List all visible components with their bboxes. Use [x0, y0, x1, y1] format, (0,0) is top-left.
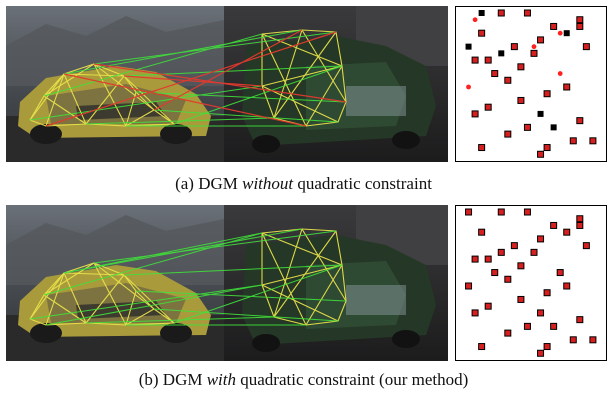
caption-b-suffix: quadratic constraint (our method)	[236, 370, 469, 389]
match-square	[491, 70, 499, 78]
match-square	[523, 322, 531, 330]
predicted-dot	[531, 44, 537, 50]
match-square	[478, 228, 486, 236]
match-square	[504, 76, 512, 84]
match-square	[517, 96, 525, 104]
match-square	[582, 242, 590, 250]
caption-b-prefix: (b) DGM	[138, 370, 207, 389]
match-square	[537, 349, 545, 357]
match-square	[465, 208, 473, 216]
ground-truth-square	[498, 50, 505, 57]
match-square	[497, 248, 505, 256]
match-square	[543, 144, 551, 152]
caption-a: (a) DGM without quadratic constraint	[0, 174, 607, 194]
match-square	[478, 144, 486, 152]
match-square	[530, 248, 538, 256]
caption-b-emphasis: with	[206, 370, 237, 389]
match-square	[543, 90, 551, 98]
match-square	[563, 83, 571, 91]
match-square	[550, 22, 558, 30]
match-square	[569, 137, 577, 145]
correspondence-matrix-b	[455, 205, 607, 361]
ground-truth-square	[478, 10, 485, 16]
match-square	[471, 309, 479, 317]
matrix-plot-a	[455, 6, 607, 162]
match-square	[556, 269, 564, 277]
match-square	[550, 322, 558, 330]
match-square	[523, 123, 531, 131]
match-square	[504, 329, 512, 337]
match-square	[589, 336, 597, 344]
match-square	[497, 208, 505, 216]
match-square	[471, 56, 479, 64]
match-square	[517, 63, 525, 71]
match-square	[576, 215, 584, 223]
predicted-dot	[472, 17, 478, 23]
match-square	[497, 9, 505, 17]
match-square	[484, 56, 492, 64]
match-square	[484, 103, 492, 111]
matrix-plot-b	[455, 205, 607, 361]
match-square	[517, 262, 525, 270]
caption-a-prefix: (a) DGM	[175, 174, 243, 193]
match-square	[576, 221, 584, 229]
match-square	[491, 269, 499, 277]
predicted-dot	[466, 84, 471, 90]
caption-a-suffix: quadratic constraint	[293, 174, 432, 193]
match-square	[563, 228, 571, 236]
match-square	[504, 130, 512, 138]
match-square	[582, 43, 590, 51]
matching-photo-b	[6, 205, 448, 361]
correspondence-matrix-a	[455, 6, 607, 162]
ground-truth-square	[550, 124, 557, 131]
ground-truth-square	[465, 43, 472, 50]
match-square	[484, 255, 492, 263]
match-square	[563, 282, 571, 290]
match-square	[576, 316, 584, 324]
match-square	[550, 221, 558, 229]
match-square	[471, 255, 479, 263]
match-square	[510, 43, 518, 51]
match-square	[465, 282, 473, 290]
caption-b: (b) DGM with quadratic constraint (our m…	[0, 370, 607, 390]
match-square	[543, 289, 551, 297]
match-square	[537, 36, 545, 44]
match-square	[543, 343, 551, 351]
match-square	[530, 49, 538, 57]
match-square	[576, 16, 584, 24]
match-square	[478, 29, 486, 37]
match-square	[523, 9, 531, 17]
ground-truth-square	[537, 110, 544, 117]
match-square	[517, 295, 525, 303]
match-square	[484, 302, 492, 310]
ground-truth-square	[563, 30, 570, 37]
match-square	[569, 336, 577, 344]
match-square	[589, 137, 597, 145]
match-square	[537, 235, 545, 243]
caption-a-emphasis: without	[242, 174, 294, 193]
matching-photo-a	[6, 6, 448, 162]
predicted-dot	[557, 30, 563, 36]
match-square	[537, 309, 545, 317]
match-square	[471, 110, 479, 118]
match-square	[576, 22, 584, 30]
match-square	[510, 242, 518, 250]
match-square	[537, 150, 545, 158]
match-square	[478, 343, 486, 351]
predicted-dot	[557, 71, 563, 76]
match-square	[504, 275, 512, 283]
match-square	[523, 208, 531, 216]
match-square	[576, 117, 584, 125]
